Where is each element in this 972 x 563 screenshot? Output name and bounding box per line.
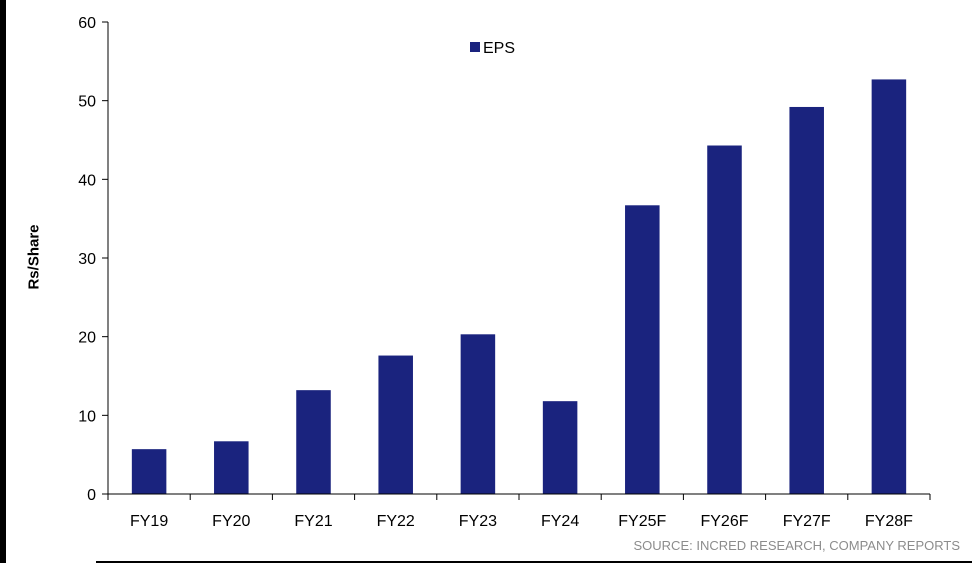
- legend-swatch: [470, 42, 480, 52]
- x-tick-label: FY19: [130, 513, 168, 530]
- legend-label: EPS: [483, 40, 515, 57]
- bottom-border: [96, 561, 972, 563]
- bars-group: [131, 79, 907, 495]
- eps-bar: [789, 106, 824, 495]
- eps-bar: [625, 205, 660, 494]
- y-axis: 0 10 20 30 40 50 60: [78, 15, 109, 504]
- y-tick-label: 0: [87, 487, 96, 504]
- legend: EPS: [470, 40, 515, 57]
- x-tick-label: FY21: [294, 513, 332, 530]
- y-tick-label: 30: [78, 251, 96, 268]
- eps-bar: [871, 79, 907, 494]
- x-tick-label: FY20: [212, 513, 250, 530]
- source-note: SOURCE: INCRED RESEARCH, COMPANY REPORTS: [633, 538, 961, 553]
- x-tick-label: FY28F: [865, 513, 913, 530]
- eps-bar: [460, 334, 496, 494]
- eps-bar: [296, 390, 331, 494]
- eps-bar: [707, 145, 742, 495]
- eps-bar: [378, 355, 413, 494]
- x-tick-label: FY24: [541, 513, 579, 530]
- y-tick-label: 60: [78, 15, 96, 32]
- x-tick-label: FY23: [459, 513, 497, 530]
- y-tick-label: 20: [78, 330, 96, 347]
- left-border: [0, 0, 6, 563]
- x-tick-label: FY27F: [783, 513, 831, 530]
- eps-bar: [214, 441, 249, 494]
- x-tick-label: FY25F: [618, 513, 666, 530]
- y-axis-title: Rs/Share: [25, 224, 43, 290]
- y-tick-label: 50: [78, 94, 96, 111]
- x-tick-label: FY22: [377, 513, 415, 530]
- y-tick-label: 40: [78, 172, 96, 189]
- x-axis: FY19 FY20 FY21 FY22 FY23 FY24 FY25F FY26F FY27F F…: [107, 493, 931, 530]
- eps-bar: [542, 401, 578, 494]
- x-tick-label: FY26F: [700, 513, 748, 530]
- eps-bar: [131, 449, 167, 494]
- y-tick-label: 10: [78, 408, 96, 425]
